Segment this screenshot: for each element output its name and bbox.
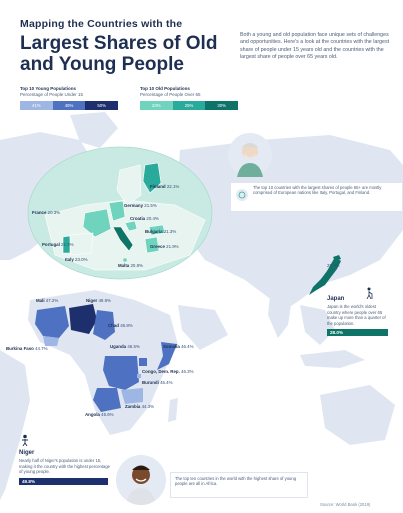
label-greece: Greece 21.9% (150, 244, 179, 249)
legend-young-bin: 50% (85, 101, 119, 111)
label-niger: Niger 49.8% (86, 298, 111, 303)
label-value: 46.4% (181, 344, 194, 349)
europe-note-icon (236, 189, 248, 201)
label-name: Uganda (110, 344, 127, 349)
label-uganda: Uganda 46.5% (110, 344, 140, 349)
legend-old-bin: 30% (205, 101, 239, 111)
japan-title: Japan (327, 296, 345, 302)
legend-old-bin: 25% (172, 101, 206, 111)
label-value: 21.3% (163, 229, 177, 234)
label-value: 20.3% (47, 210, 61, 215)
label-japan-value: 28.0% (327, 263, 340, 268)
label-value: 46.5% (127, 344, 140, 349)
label-name: Zambia (125, 404, 141, 409)
legend-old: Top 10 Old Populations Percentage of Peo… (140, 86, 239, 111)
label-name: Germany (124, 203, 144, 208)
elderly-portrait (228, 133, 272, 177)
elderly-person-icon (237, 143, 263, 177)
label-value: 47.2% (45, 298, 59, 303)
young-person-icon (126, 465, 156, 505)
niger-chip: 49.8% (19, 477, 108, 485)
label-name: Bulgaria (145, 229, 163, 234)
label-italy: Italy 23.0% (65, 257, 87, 262)
label-value: 44.3% (141, 404, 155, 409)
label-name: Burkina Faso (6, 346, 34, 351)
legend-young-subtitle: Percentage of People Under 15 (20, 91, 84, 97)
japan-text: Japan is the world's oldest country wher… (327, 304, 386, 326)
legend-young: Top 10 Young Populations Percentage of P… (20, 86, 119, 111)
label-name: Greece (150, 244, 165, 249)
label-portugal: Portugal 22.3% (42, 242, 74, 247)
japan-callout: Japan Japan is the world's oldest countr… (327, 296, 388, 337)
label-name: Burundi (142, 380, 159, 385)
label-value: 44.7% (35, 346, 48, 351)
label-name: France (32, 210, 47, 215)
label-value: 49.8% (98, 298, 111, 303)
label-value: 22.1% (166, 184, 180, 189)
label-value: 23.0% (75, 257, 88, 262)
label-name: Mali (36, 298, 45, 303)
label-value: 22.3% (61, 242, 74, 247)
label-bulgaria: Bulgaria 21.3% (145, 229, 176, 234)
label-name: Malta (118, 263, 130, 268)
japan-shape (309, 255, 341, 295)
source-text: Source: World Bank (2019) (320, 502, 371, 507)
legend-old-bin: 23% (140, 101, 173, 111)
label-value: 21.5% (144, 203, 157, 208)
legend-old-subtitle: Percentage of People Over 65 (140, 91, 201, 97)
label-name: Finland (150, 184, 166, 189)
label-name: Croatia (130, 216, 146, 221)
legend-old-title: Top 10 Old Populations (140, 86, 190, 91)
legend-young-bin: 41% (20, 101, 53, 111)
africa-note: The top ten countries in the world with … (170, 472, 308, 498)
legend-young-bin: 45% (52, 101, 86, 111)
label-mali: Mali 47.2% (36, 298, 58, 303)
label-croatia: Croatia 20.4% (130, 216, 159, 221)
label-value: 46.8% (120, 323, 133, 328)
young-portrait (116, 455, 166, 505)
label-name: Italy (65, 257, 74, 262)
label-name: Somalia (163, 344, 180, 349)
title-small: Mapping the Countries with the (20, 18, 183, 30)
label-germany: Germany 21.5% (124, 203, 157, 208)
legend-old-bar: 23% 25% 30% (140, 101, 239, 111)
label-france: France 20.3% (32, 210, 60, 215)
intro-text: Both a young and old population face uni… (240, 32, 390, 61)
label-name: Portugal (42, 242, 60, 247)
niger-text: Nearly half of Niger's population is und… (19, 458, 111, 475)
label-value: 21.9% (166, 244, 179, 249)
label-value: 46.6% (101, 412, 114, 417)
label-value: 46.3% (181, 369, 194, 374)
africa-shape (35, 304, 177, 412)
walking-cane-icon (365, 286, 375, 300)
label-name: Chad (108, 323, 119, 328)
label-value: 20.4% (146, 216, 159, 221)
label-name: Angola (85, 412, 100, 417)
japan-chip: 28.0% (327, 329, 388, 337)
legend-young-bar: 41% 45% 50% (20, 101, 119, 111)
label-zambia: Zambia 44.3% (125, 404, 154, 409)
label-somalia: Somalia 46.4% (163, 344, 194, 349)
europe-note-text: The top 10 countries with the largest sh… (253, 185, 382, 196)
label-congo: Congo, Dem. Rep. 46.3% (142, 369, 194, 374)
label-finland: Finland 22.1% (150, 184, 179, 189)
label-name: Congo, Dem. Rep. (142, 369, 180, 374)
label-angola: Angola 46.6% (85, 412, 114, 417)
niger-callout: Niger Nearly half of Niger's population … (19, 450, 111, 485)
label-burkina-faso: Burkina Faso 44.7% (6, 346, 48, 351)
label-name: Niger (86, 298, 98, 303)
label-value: 45.4% (160, 380, 173, 385)
label-burundi: Burundi 45.4% (142, 380, 173, 385)
child-icon (19, 433, 31, 447)
europe-note: The top 10 countries with the largest sh… (230, 182, 403, 212)
label-malta: Malta 20.8% (118, 263, 143, 268)
label-chad: Chad 46.8% (108, 323, 133, 328)
legend-young-title: Top 10 Young Populations (20, 86, 76, 91)
page-title: Largest Shares of Old and Young People (20, 33, 218, 75)
europe-zoom (27, 146, 213, 280)
niger-title: Niger (19, 450, 35, 456)
label-value: 20.8% (130, 263, 143, 268)
